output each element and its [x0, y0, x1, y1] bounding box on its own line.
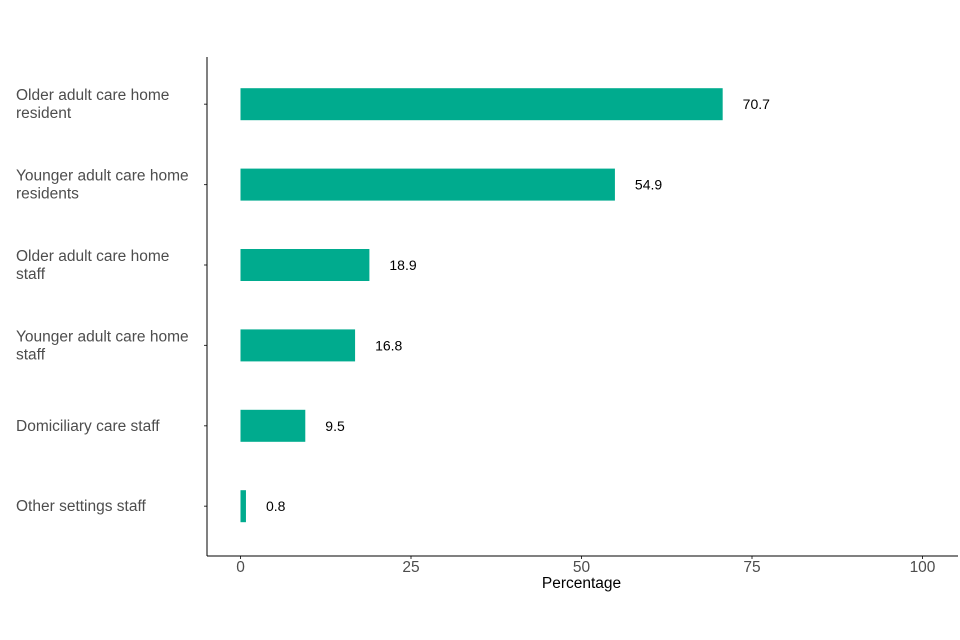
- category-label-line: Older adult care home: [16, 87, 169, 104]
- bar: [240, 490, 246, 523]
- category-label-line: Domiciliary care staff: [16, 418, 160, 435]
- x-tick-label: 100: [910, 559, 936, 576]
- value-label-group: 70.7 54.9 18.9 16.8 9.5 0.8: [266, 96, 770, 514]
- bar: [240, 409, 306, 442]
- x-tick-label: 50: [573, 559, 591, 576]
- category-label-line: residents: [16, 186, 79, 203]
- x-axis-title: Percentage: [542, 575, 621, 592]
- category-label: Other settings staff: [16, 498, 146, 515]
- value-label: 70.7: [743, 96, 770, 112]
- value-label: 16.8: [375, 337, 402, 353]
- category-label: Younger adult care home staff: [16, 328, 189, 363]
- x-tick-group: 0 25 50 75 100: [236, 556, 936, 576]
- category-label-line: staff: [16, 266, 46, 283]
- bar: [240, 88, 723, 121]
- bar: [240, 249, 370, 281]
- x-tick-label: 25: [402, 559, 419, 576]
- category-label-line: Younger adult care home: [16, 328, 189, 345]
- value-label: 18.9: [389, 257, 416, 273]
- category-label-line: resident: [16, 105, 72, 122]
- category-label: Domiciliary care staff: [16, 418, 160, 435]
- category-label-line: staff: [16, 346, 46, 363]
- value-label: 54.9: [635, 177, 662, 193]
- category-label-line: Older adult care home: [16, 248, 169, 265]
- category-label-line: Younger adult care home: [16, 168, 189, 185]
- x-tick-label: 75: [743, 559, 760, 576]
- category-label-line: Other settings staff: [16, 498, 146, 515]
- value-label: 9.5: [325, 418, 345, 434]
- bar-group: [240, 88, 723, 523]
- category-label: Older adult care home resident: [16, 87, 169, 122]
- value-label: 0.8: [266, 498, 286, 514]
- x-tick-label: 0: [236, 559, 245, 576]
- category-label: Older adult care home staff: [16, 248, 169, 283]
- bar: [240, 329, 356, 362]
- category-label: Younger adult care home residents: [16, 168, 189, 203]
- bar: [240, 168, 615, 201]
